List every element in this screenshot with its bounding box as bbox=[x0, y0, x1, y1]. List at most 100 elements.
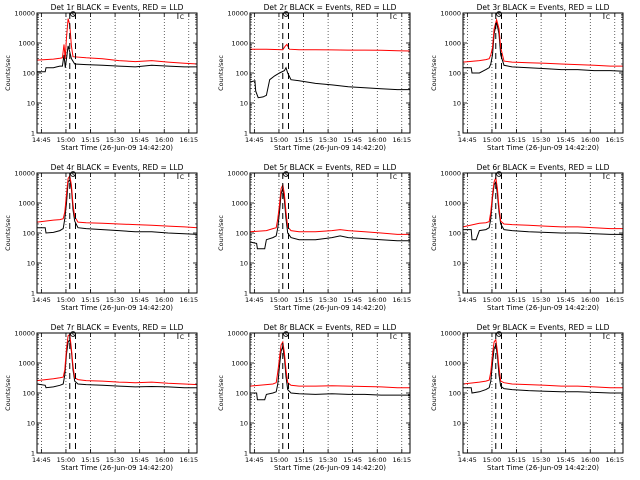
y-tick-label: 10000 bbox=[227, 170, 248, 178]
y-tick-label: 100 bbox=[236, 390, 248, 398]
y-tick-label: 100 bbox=[23, 70, 35, 78]
top-marker-circle bbox=[496, 11, 502, 17]
top-marker-circle bbox=[70, 171, 76, 177]
y-tick-label: 100 bbox=[23, 390, 35, 398]
x-tick-label: 16:15 bbox=[179, 456, 198, 464]
y-axis-label: Counts/sec bbox=[217, 375, 225, 411]
x-tick-label: 15:45 bbox=[343, 136, 362, 144]
y-tick-label: 1 bbox=[457, 130, 461, 138]
y-tick-label: 1 bbox=[31, 290, 35, 298]
x-tick-label: 16:15 bbox=[392, 136, 411, 144]
y-tick-label: 100 bbox=[449, 390, 461, 398]
x-tick-label: 15:45 bbox=[343, 456, 362, 464]
series-lld bbox=[462, 175, 624, 230]
y-tick-label: 10 bbox=[27, 100, 35, 108]
x-tick-label: 16:15 bbox=[605, 456, 624, 464]
x-tick-label: 15:45 bbox=[556, 136, 575, 144]
top-marker-circle bbox=[283, 171, 289, 177]
x-tick-label: 16:00 bbox=[368, 296, 387, 304]
x-tick-label: 15:30 bbox=[106, 296, 125, 304]
y-tick-label: 10 bbox=[27, 420, 35, 428]
x-tick-label: 15:00 bbox=[57, 296, 76, 304]
y-tick-label: 1 bbox=[31, 450, 35, 458]
x-axis-label: Start Time (26-Jun-09 14:42:20) bbox=[274, 144, 386, 152]
x-axis-label: Start Time (26-Jun-09 14:42:20) bbox=[61, 464, 173, 472]
x-tick-label: 14:45 bbox=[458, 456, 477, 464]
y-tick-label: 10 bbox=[240, 100, 248, 108]
top-label-s: S bbox=[284, 172, 288, 179]
panel-title: Det 3r BLACK = Events, RED = LLD bbox=[477, 3, 610, 12]
x-tick-label: 14:45 bbox=[32, 456, 51, 464]
y-tick-label: 100 bbox=[449, 230, 461, 238]
series-lld bbox=[249, 340, 411, 389]
x-tick-label: 16:00 bbox=[368, 136, 387, 144]
x-tick-label: 16:15 bbox=[605, 296, 624, 304]
x-tick-label: 16:15 bbox=[392, 456, 411, 464]
series-events bbox=[36, 338, 198, 389]
x-tick-label: 15:00 bbox=[57, 456, 76, 464]
y-tick-label: 1 bbox=[457, 450, 461, 458]
panel-title: Det 1r BLACK = Events, RED = LLD bbox=[51, 3, 184, 12]
y-axis-label: Counts/sec bbox=[217, 55, 225, 91]
x-tick-label: 15:30 bbox=[319, 136, 338, 144]
y-tick-label: 1 bbox=[244, 290, 248, 298]
x-tick-label: 15:15 bbox=[294, 136, 313, 144]
y-tick-label: 1000 bbox=[444, 360, 461, 368]
y-tick-label: 1000 bbox=[18, 40, 35, 48]
series-events bbox=[463, 343, 624, 394]
x-tick-label: 15:00 bbox=[57, 136, 76, 144]
x-tick-label: 15:15 bbox=[294, 296, 313, 304]
y-tick-label: 100 bbox=[236, 70, 248, 78]
y-tick-label: 10000 bbox=[440, 330, 461, 338]
x-tick-label: 16:00 bbox=[155, 296, 174, 304]
y-tick-label: 10000 bbox=[227, 330, 248, 338]
x-tick-label: 15:30 bbox=[532, 296, 551, 304]
top-label-s: S bbox=[71, 172, 75, 179]
panel-title: Det 8r BLACK = Events, RED = LLD bbox=[264, 323, 397, 332]
panel-title: Det 7r BLACK = Events, RED = LLD bbox=[51, 323, 184, 332]
y-axis-label: Counts/sec bbox=[4, 215, 12, 251]
plot-frame bbox=[36, 12, 198, 134]
x-tick-label: 15:30 bbox=[106, 136, 125, 144]
x-tick-label: 16:15 bbox=[605, 136, 624, 144]
top-label-s: S bbox=[497, 332, 501, 339]
top-marker-circle bbox=[70, 331, 76, 337]
x-tick-label: 15:00 bbox=[270, 296, 289, 304]
y-axis-label: Counts/sec bbox=[430, 55, 438, 91]
y-tick-label: 1000 bbox=[18, 200, 35, 208]
top-marker-circle bbox=[496, 331, 502, 337]
x-tick-label: 15:45 bbox=[130, 136, 149, 144]
top-label-c: C bbox=[393, 14, 397, 21]
y-tick-label: 10000 bbox=[14, 330, 35, 338]
series-lld bbox=[462, 17, 624, 67]
panel-title: Det 9r BLACK = Events, RED = LLD bbox=[477, 323, 610, 332]
top-marker-circle bbox=[70, 11, 76, 17]
top-label-s: S bbox=[284, 332, 288, 339]
x-tick-label: 14:45 bbox=[458, 136, 477, 144]
x-tick-label: 14:45 bbox=[245, 136, 264, 144]
y-tick-label: 10 bbox=[240, 420, 248, 428]
x-tick-label: 15:45 bbox=[130, 456, 149, 464]
x-tick-label: 16:00 bbox=[155, 456, 174, 464]
top-label-c: C bbox=[606, 334, 610, 341]
series-lld bbox=[250, 43, 411, 52]
x-tick-label: 15:30 bbox=[106, 456, 125, 464]
y-tick-label: 10000 bbox=[227, 10, 248, 18]
x-tick-label: 16:15 bbox=[179, 296, 198, 304]
x-tick-label: 16:00 bbox=[581, 456, 600, 464]
x-tick-label: 15:00 bbox=[483, 136, 502, 144]
x-axis-label: Start Time (26-Jun-09 14:42:20) bbox=[61, 304, 173, 312]
panel-title: Det 5r BLACK = Events, RED = LLD bbox=[264, 163, 397, 172]
x-tick-label: 14:45 bbox=[245, 296, 264, 304]
x-tick-label: 14:45 bbox=[32, 136, 51, 144]
y-tick-label: 1000 bbox=[18, 360, 35, 368]
series-lld bbox=[36, 18, 198, 65]
top-label-c: C bbox=[180, 174, 184, 181]
x-tick-label: 15:15 bbox=[507, 136, 526, 144]
